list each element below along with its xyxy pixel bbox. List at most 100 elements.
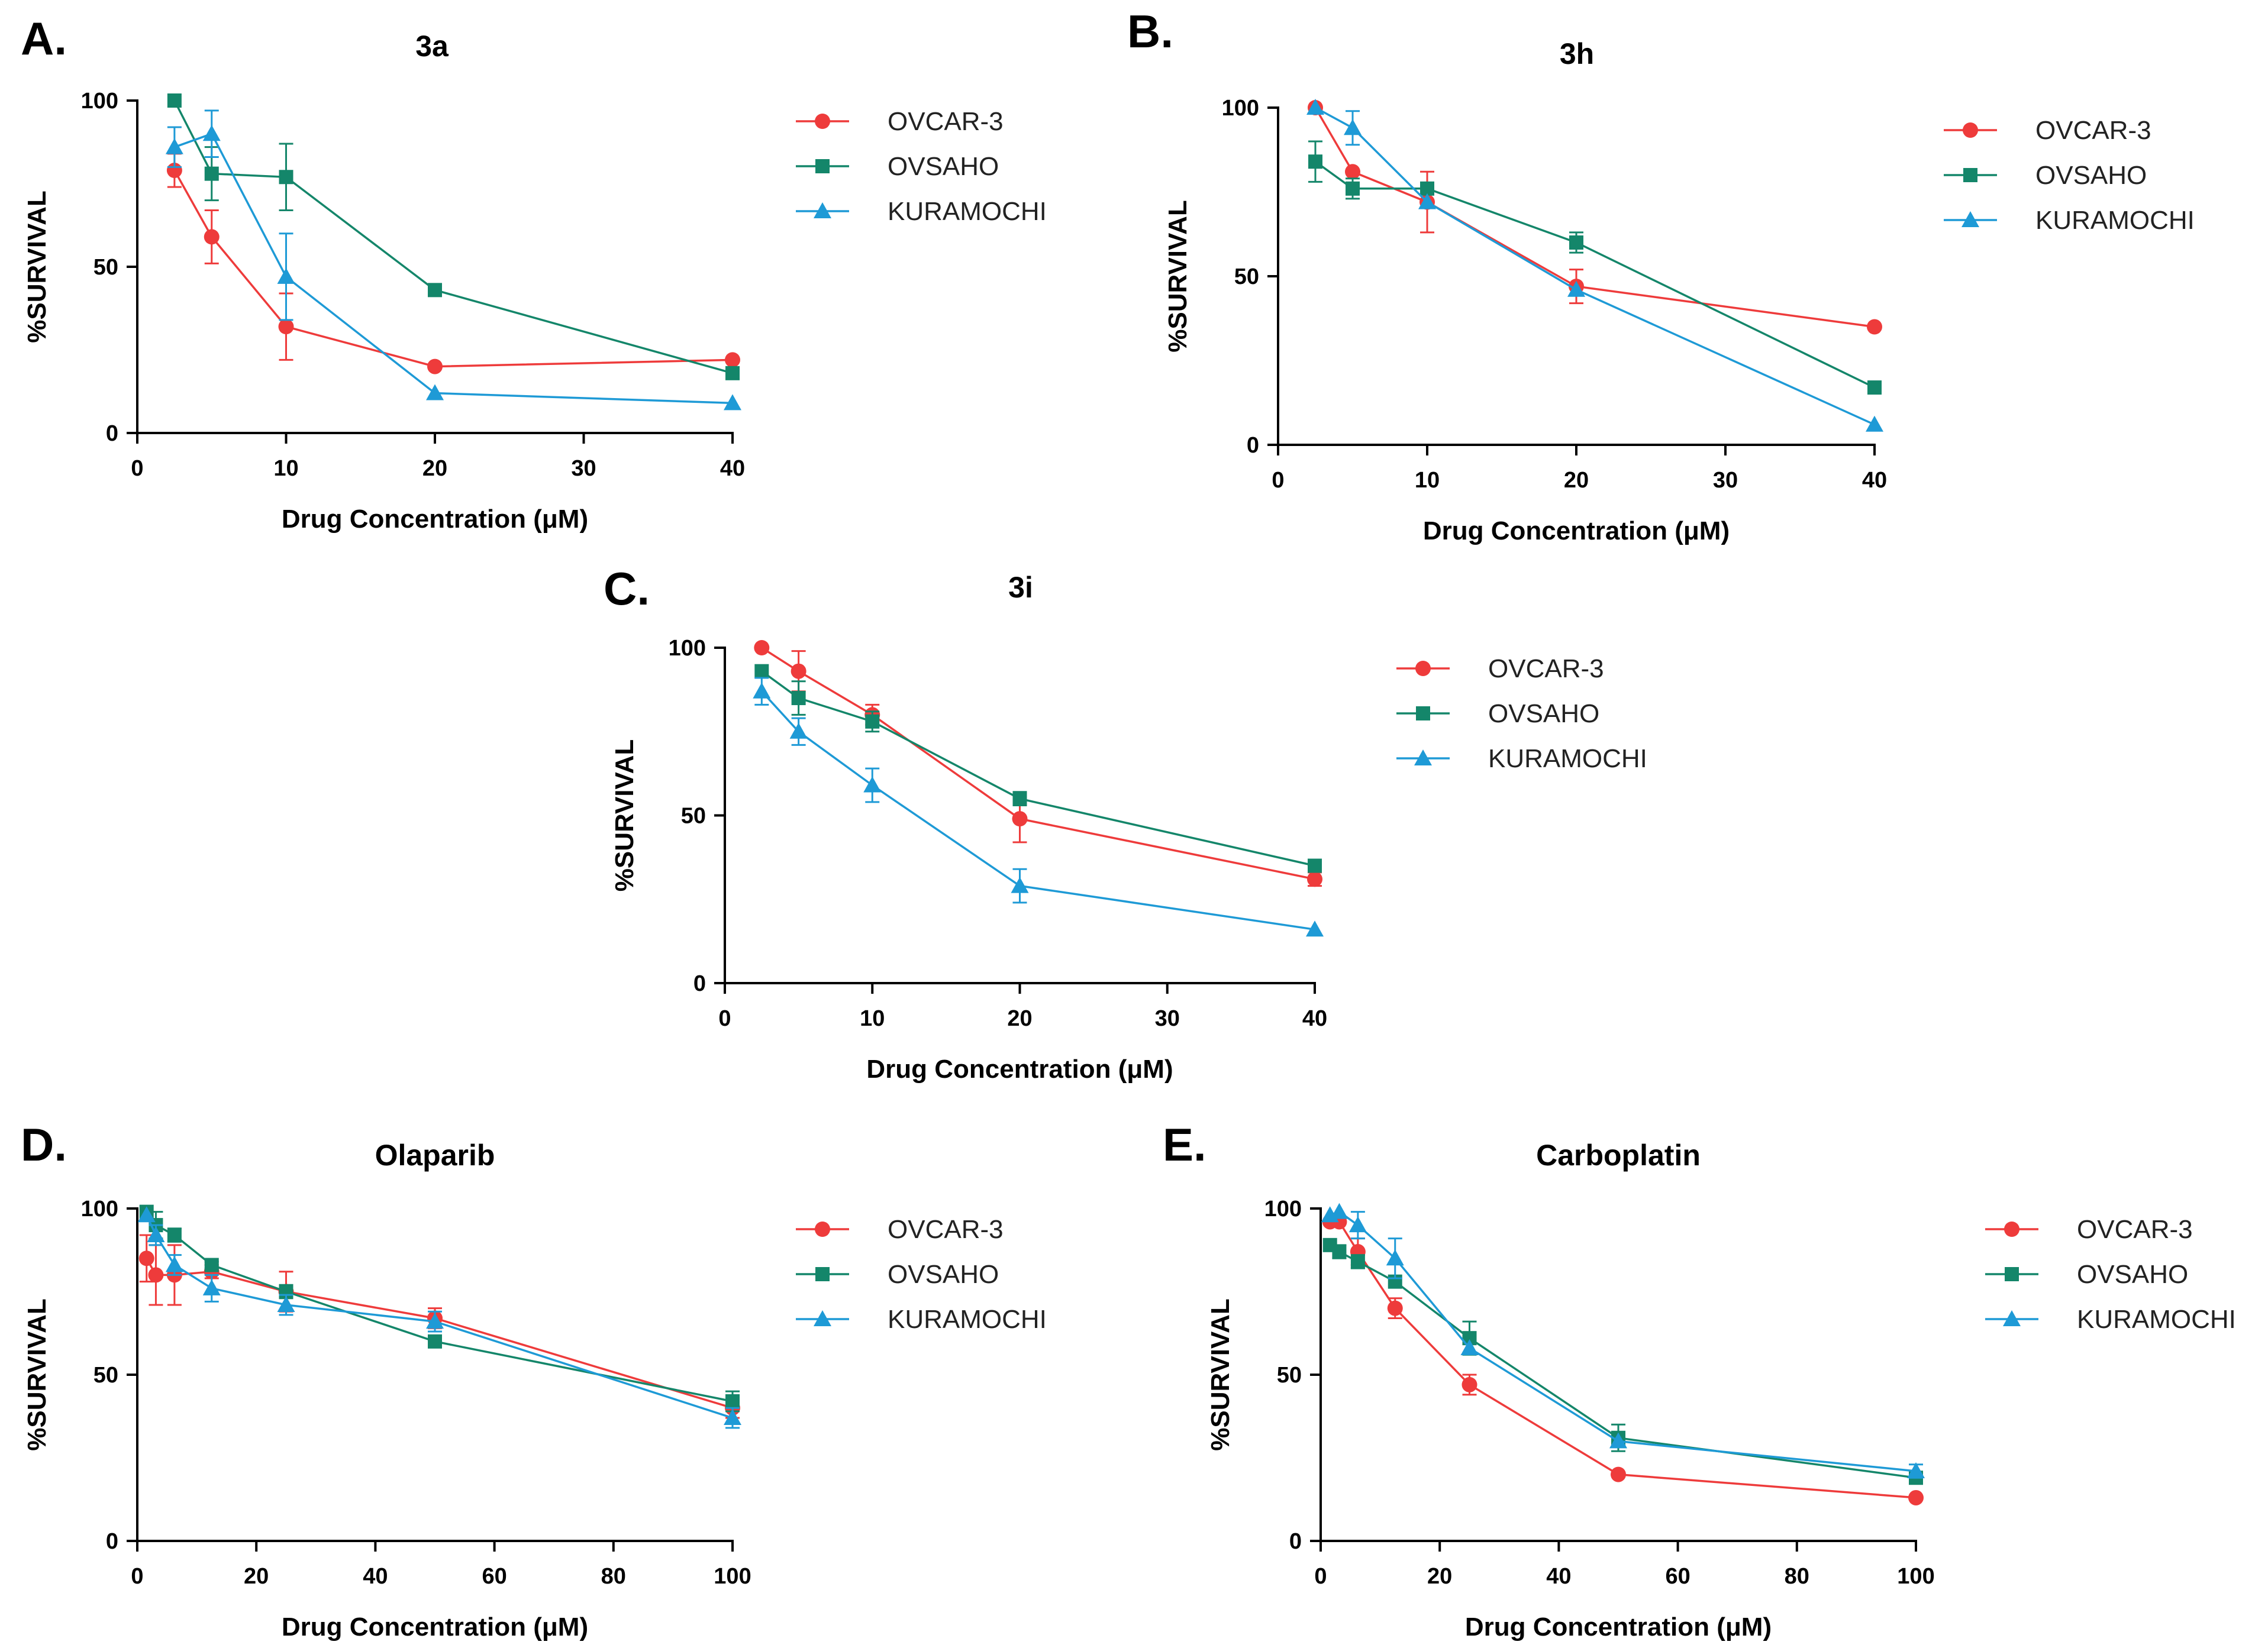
data-point xyxy=(427,358,443,374)
legend-item-kuramochi: KURAMOCHI xyxy=(1396,744,1647,773)
data-point xyxy=(426,1313,444,1329)
legend-marker xyxy=(814,202,831,218)
legend-label: OVSAHO xyxy=(1488,699,1599,728)
legend-item-ovsaho: OVSAHO xyxy=(1396,699,1599,728)
legend-marker xyxy=(814,1310,831,1326)
data-point xyxy=(204,229,220,245)
panel-letter: E. xyxy=(1163,1119,1206,1171)
data-point xyxy=(1346,181,1360,196)
data-point xyxy=(865,714,880,729)
data-point xyxy=(138,1250,154,1266)
x-tick-label: 10 xyxy=(273,456,298,481)
legend-label: OVSAHO xyxy=(888,152,999,181)
y-axis-label: %SURVIVAL xyxy=(1206,1298,1235,1451)
legend-label: KURAMOCHI xyxy=(888,197,1047,226)
data-point xyxy=(278,319,294,335)
x-tick-label: 80 xyxy=(1785,1564,1809,1589)
data-point xyxy=(202,1279,221,1295)
y-tick-label: 0 xyxy=(106,421,118,446)
series-kuramochi xyxy=(165,109,741,411)
data-point xyxy=(1306,920,1324,937)
chart-title: 3h xyxy=(1560,37,1594,70)
series-ovsaho xyxy=(754,664,1322,873)
data-point xyxy=(1567,280,1585,297)
legend-label: KURAMOCHI xyxy=(2077,1305,2236,1334)
x-tick-label: 10 xyxy=(1415,468,1440,493)
data-point xyxy=(279,170,293,185)
data-point xyxy=(1308,858,1322,873)
legend-item-ovsaho: OVSAHO xyxy=(796,1260,999,1289)
data-point xyxy=(204,166,219,181)
data-point xyxy=(277,267,295,284)
legend-label: KURAMOCHI xyxy=(2035,206,2195,235)
series-line xyxy=(1314,160,1875,389)
legend-label: OVCAR-3 xyxy=(1488,654,1604,683)
series-ovcar-3 xyxy=(1308,100,1882,335)
x-tick-label: 20 xyxy=(1007,1006,1032,1031)
series-line xyxy=(761,690,1315,931)
data-point xyxy=(277,1295,295,1312)
legend-label: OVCAR-3 xyxy=(2035,116,2151,145)
series-kuramochi xyxy=(137,1206,741,1429)
series-kuramochi xyxy=(1306,99,1883,432)
series-line xyxy=(146,1211,733,1403)
data-point xyxy=(725,366,740,380)
x-tick-label: 0 xyxy=(1314,1564,1327,1589)
y-tick-label: 0 xyxy=(1247,433,1259,458)
data-point xyxy=(724,1409,741,1426)
data-point xyxy=(167,1227,182,1242)
y-tick-label: 100 xyxy=(1264,1197,1302,1222)
data-point xyxy=(1611,1466,1626,1482)
data-point xyxy=(1569,235,1583,250)
chart-panel-3h: B. 3h 0 50 100 0 10 20 30 40 Drug Concentration (μ… xyxy=(1127,5,2195,545)
data-point xyxy=(1345,164,1360,180)
chart-title: Olaparib xyxy=(375,1139,495,1172)
data-point xyxy=(789,722,808,739)
legend-item-ovcar-3: OVCAR-3 xyxy=(796,1215,1004,1244)
x-tick-label: 40 xyxy=(1862,468,1887,493)
legend-item-ovcar-3: OVCAR-3 xyxy=(1396,654,1604,683)
data-point xyxy=(1907,1462,1925,1478)
data-point xyxy=(1348,1216,1367,1233)
x-tick-label: 60 xyxy=(1665,1564,1690,1589)
data-point xyxy=(1012,811,1028,827)
series-kuramochi xyxy=(753,677,1324,937)
data-point xyxy=(426,384,444,400)
x-tick-label: 100 xyxy=(1897,1564,1934,1589)
panel-letter: A. xyxy=(21,12,67,64)
data-point xyxy=(204,1258,219,1272)
y-tick-label: 0 xyxy=(106,1529,118,1554)
data-point xyxy=(754,640,770,655)
legend-item-kuramochi: KURAMOCHI xyxy=(1944,206,2195,235)
x-axis-label: Drug Concentration (μM) xyxy=(282,505,588,534)
x-tick-label: 0 xyxy=(131,1564,143,1589)
legend-marker xyxy=(2003,1310,2021,1326)
legend-item-kuramochi: KURAMOCHI xyxy=(796,197,1047,226)
legend-marker xyxy=(2004,1222,2019,1237)
x-axis-label: Drug Concentration (μM) xyxy=(282,1613,588,1641)
series-line xyxy=(173,170,733,368)
y-tick-label: 50 xyxy=(1234,264,1259,289)
series-ovsaho xyxy=(167,93,740,380)
legend-item-ovcar-3: OVCAR-3 xyxy=(1985,1215,2193,1244)
legend-label: OVCAR-3 xyxy=(2077,1215,2193,1244)
data-point xyxy=(165,1256,183,1272)
series-line xyxy=(761,670,1315,867)
x-tick-label: 0 xyxy=(718,1006,731,1031)
x-tick-label: 100 xyxy=(714,1564,751,1589)
legend-marker xyxy=(1414,749,1432,765)
legend-marker xyxy=(1416,706,1430,720)
legend-label: OVCAR-3 xyxy=(888,1215,1004,1244)
x-tick-label: 0 xyxy=(131,456,143,481)
data-point xyxy=(1460,1339,1479,1356)
legend-marker xyxy=(815,159,830,173)
legend-marker xyxy=(1963,122,1978,138)
x-tick-label: 20 xyxy=(422,456,447,481)
legend-item-kuramochi: KURAMOCHI xyxy=(1985,1305,2236,1334)
legend-marker xyxy=(1963,168,1977,182)
legend-item-ovcar-3: OVCAR-3 xyxy=(796,107,1004,136)
legend-item-ovsaho: OVSAHO xyxy=(1944,161,2147,190)
series-ovcar-3 xyxy=(166,153,740,374)
y-tick-label: 0 xyxy=(1289,1529,1302,1554)
data-point xyxy=(1307,871,1322,887)
